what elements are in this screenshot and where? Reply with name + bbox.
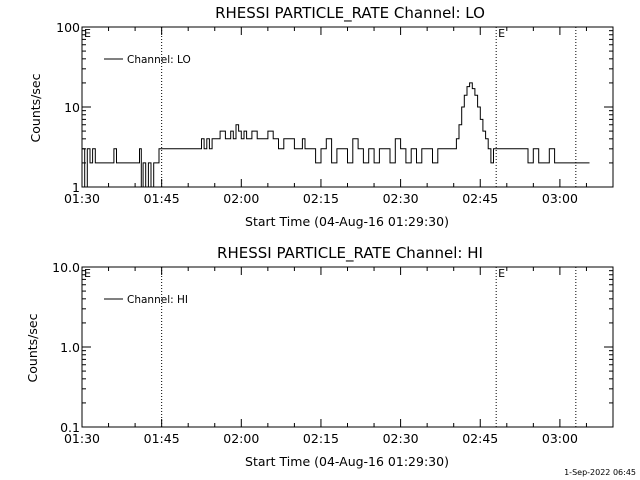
- x-tick-label: 01:45: [144, 191, 180, 206]
- y-axis-label-hi: Counts/sec: [25, 313, 40, 382]
- x-axis-label-hi: Start Time (04-Aug-16 01:29:30): [245, 454, 449, 469]
- y-tick-label: 1: [72, 180, 80, 195]
- x-tick-label: 02:30: [383, 191, 419, 206]
- x-tick-label: 02:15: [303, 431, 339, 446]
- y-tick-label: 100: [56, 20, 80, 35]
- x-tick-label: 01:45: [144, 431, 180, 446]
- y-tick-label: 10: [64, 100, 80, 115]
- x-tick-label: 02:00: [223, 431, 259, 446]
- chart-title-lo: RHESSI PARTICLE_RATE Channel: LO: [215, 4, 485, 23]
- panel-lo: RHESSI PARTICLE_RATE Channel: LO Counts/…: [28, 4, 614, 229]
- x-axis-label-lo: Start Time (04-Aug-16 01:29:30): [245, 214, 449, 229]
- x-tick-label: 03:00: [542, 191, 578, 206]
- legend-label-hi: Channel: HI: [127, 294, 188, 306]
- x-tick-label: 02:00: [223, 191, 259, 206]
- legend-lo: Channel: LO: [104, 54, 191, 66]
- series-line-lo: [82, 82, 590, 188]
- event-marker-label: E: [84, 27, 91, 40]
- x-tick-label: 02:15: [303, 191, 339, 206]
- y-tick-label: 0.1: [60, 420, 80, 435]
- panel-hi: RHESSI PARTICLE_RATE Channel: HI Counts/…: [25, 244, 614, 469]
- x-tick-label: 02:45: [462, 191, 498, 206]
- plot-frame-hi: [81, 266, 614, 428]
- y-axis-label-lo: Counts/sec: [28, 73, 43, 142]
- x-tick-label: 03:00: [542, 431, 578, 446]
- y-tick-label: 10.0: [52, 260, 80, 275]
- plot-frame-lo: [81, 26, 614, 188]
- chart-title-hi: RHESSI PARTICLE_RATE Channel: HI: [217, 244, 483, 263]
- x-tick-label: 01:30: [64, 431, 100, 446]
- event-marker-label: E: [498, 267, 505, 280]
- x-tick-label: 02:30: [383, 431, 419, 446]
- footer-timestamp: 1-Sep-2022 06:45: [564, 468, 636, 477]
- event-marker-label: E: [498, 27, 505, 40]
- legend-hi: Channel: HI: [104, 294, 188, 306]
- x-tick-label: 01:30: [64, 191, 100, 206]
- legend-label-lo: Channel: LO: [127, 54, 191, 66]
- event-marker-label: E: [84, 267, 91, 280]
- x-tick-label: 02:45: [462, 431, 498, 446]
- y-tick-label: 1.0: [60, 340, 80, 355]
